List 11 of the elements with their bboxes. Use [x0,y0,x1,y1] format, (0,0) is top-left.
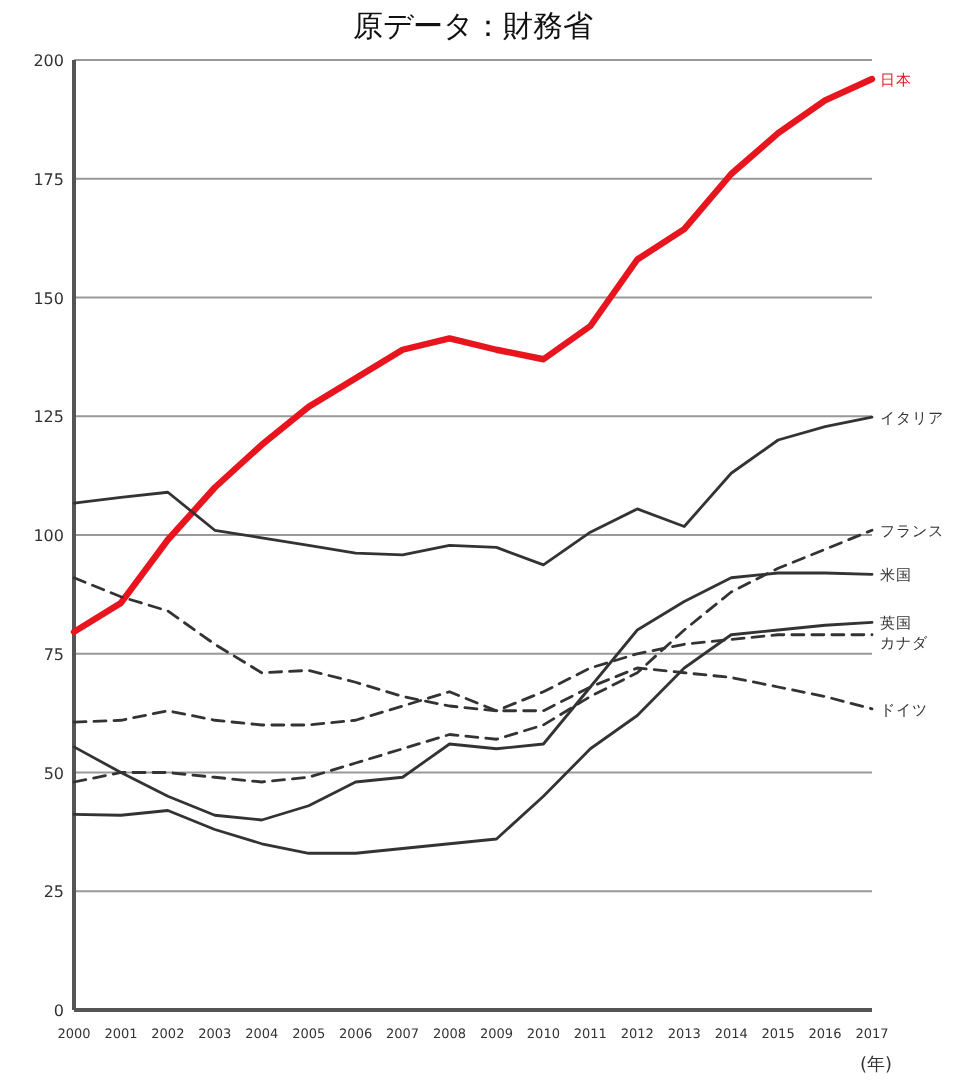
y-tick-label: 175 [33,170,64,189]
text: 原データ：財務省 [353,8,593,44]
y-tick-label: 200 [33,52,64,70]
y-tick-label: 75 [43,645,64,664]
y-tick-label: 50 [43,764,64,783]
y-tick-label: 0 [53,1002,64,1020]
y-tick-label: 150 [33,289,64,308]
y-tick-label: 125 [33,408,64,427]
x-axis-title: (年) [859,1054,892,1076]
y-tick-label: 25 [43,883,64,902]
y-tick-label: 100 [33,527,64,545]
